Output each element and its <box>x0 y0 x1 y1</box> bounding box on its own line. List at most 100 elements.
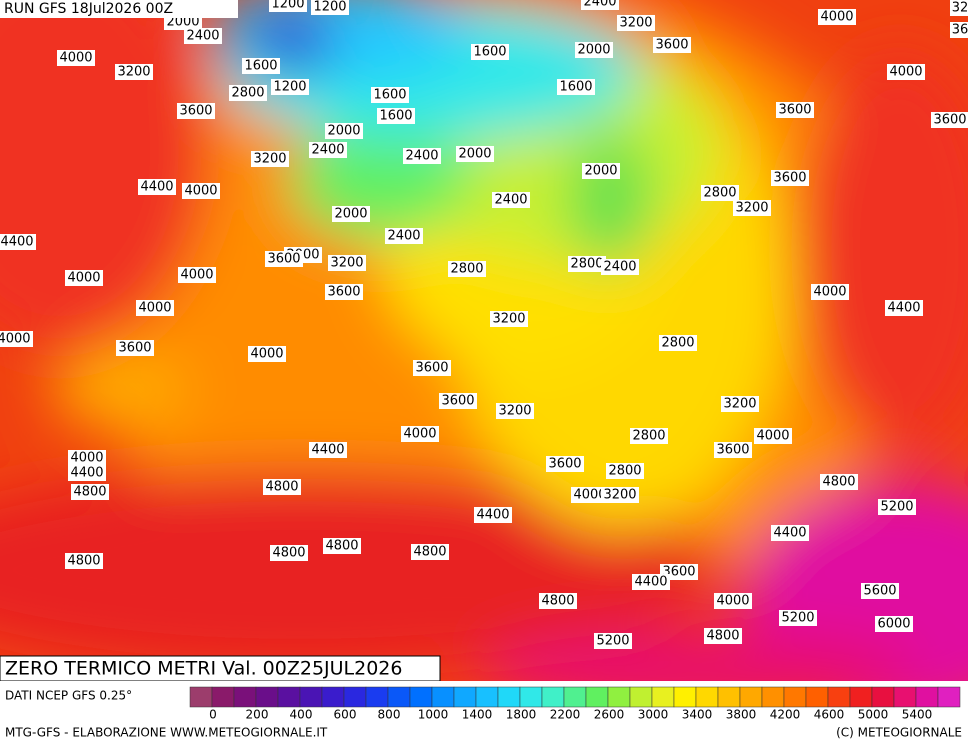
contour-label-box <box>546 456 584 472</box>
contour-label: 2400 <box>494 193 527 208</box>
contour-label: 4000 <box>180 268 213 283</box>
contour-label: 3200 <box>735 201 768 216</box>
colorbar-swatch <box>937 686 961 708</box>
contour-label: 4400 <box>887 301 920 316</box>
contour-label-box <box>309 442 347 458</box>
colorbar-swatch <box>695 686 719 708</box>
colorbar-swatch <box>871 686 895 708</box>
colorbar-tick-label: 0 <box>209 708 217 722</box>
colorbar-tick-label: 3000 <box>638 708 669 722</box>
colorbar-swatch <box>541 686 565 708</box>
contour-label: 4000 <box>573 488 606 503</box>
contour-label-box <box>601 259 639 275</box>
contour-label: 3600 <box>118 341 151 356</box>
contour-label: 4400 <box>476 508 509 523</box>
contour-label-box <box>492 192 530 208</box>
contour-label: 3600 <box>933 113 966 128</box>
colorbar-tick-label: 4600 <box>814 708 845 722</box>
contour-label: 5200 <box>880 500 913 515</box>
contour-label: 2400 <box>583 0 616 10</box>
contour-label: 2000 <box>166 15 199 30</box>
contour-label: 3600 <box>441 394 474 409</box>
contour-label-box <box>68 465 106 481</box>
colorbar-swatch <box>761 686 785 708</box>
contour-label-box <box>733 200 771 216</box>
colorbar-swatch <box>321 686 345 708</box>
contour-label: 4000 <box>138 301 171 316</box>
colorbar-tick-label: 3800 <box>726 708 757 722</box>
colorbar-swatch <box>497 686 521 708</box>
colorbar-tick-label: 2600 <box>594 708 625 722</box>
contour-label: 4800 <box>265 480 298 495</box>
contour-label: 1600 <box>244 59 277 74</box>
colorbar-swatch <box>519 686 543 708</box>
contour-label: 4400 <box>773 526 806 541</box>
contour-label-box <box>875 616 913 632</box>
contour-label: 3600 <box>327 285 360 300</box>
contour-label: 3600 <box>267 252 300 267</box>
contour-label: 4000 <box>250 347 283 362</box>
contour-label-box <box>714 442 752 458</box>
contour-label-box <box>177 103 215 119</box>
contour-label-box <box>659 335 697 351</box>
colorbar-swatch <box>343 686 367 708</box>
contour-label: 3600 <box>773 171 806 186</box>
contour-label: 2400 <box>311 143 344 158</box>
contour-label: 4800 <box>413 545 446 560</box>
contour-label-box <box>630 428 668 444</box>
contour-label-box <box>178 267 216 283</box>
contour-label-box <box>471 44 509 60</box>
contour-label-box <box>539 593 577 609</box>
contour-label: 1200 <box>313 0 346 15</box>
contour-label-box <box>182 183 220 199</box>
contour-label-box <box>456 146 494 162</box>
contour-label: 2400 <box>603 260 636 275</box>
contour-label: 4000 <box>813 285 846 300</box>
contour-label: 2000 <box>334 207 367 222</box>
contour-label-box <box>950 22 968 38</box>
contour-label: 5600 <box>863 584 896 599</box>
map-title: ZERO TERMICO METRI Val. 00Z25JUL2026 <box>5 658 402 680</box>
contour-label-box <box>632 574 670 590</box>
contour-label: 4800 <box>272 546 305 561</box>
contour-label-box <box>65 553 103 569</box>
contour-label: 5200 <box>596 634 629 649</box>
contour-label-box <box>861 583 899 599</box>
contour-label: 3600 <box>548 457 581 472</box>
contour-label: 1200 <box>271 0 304 12</box>
colorbar-tick-label: 400 <box>290 708 313 722</box>
contour-label: 4400 <box>634 575 667 590</box>
contour-label: 4000 <box>756 429 789 444</box>
colorbar-tick-label: 3400 <box>682 708 713 722</box>
contour-label: 2800 <box>661 336 694 351</box>
colorbar-swatch <box>849 686 873 708</box>
colorbar-tick-label: 2200 <box>550 708 581 722</box>
contour-label: 4400 <box>0 235 33 250</box>
contour-label-box <box>385 228 423 244</box>
colorbar-swatch <box>431 686 455 708</box>
contour-label-box <box>57 50 95 66</box>
contour-label-box <box>325 123 363 139</box>
contour-label-box <box>68 450 106 466</box>
contour-label: 2000 <box>458 147 491 162</box>
contour-label: 3600 <box>716 443 749 458</box>
contour-label-box <box>557 79 595 95</box>
contour-label-box <box>931 112 968 128</box>
contour-label-box <box>701 185 739 201</box>
colorbar-swatch <box>409 686 433 708</box>
contour-label-box <box>269 0 307 12</box>
contour-label: 2000 <box>584 164 617 179</box>
contour-label-box <box>754 428 792 444</box>
contour-label-box <box>594 633 632 649</box>
contour-label-box <box>704 628 742 644</box>
contour-label: 4800 <box>541 594 574 609</box>
colorbar-tick-label: 5000 <box>858 708 889 722</box>
contour-label: 4000 <box>716 594 749 609</box>
contour-label-box <box>568 256 606 272</box>
contour-label-box <box>885 300 923 316</box>
contour-label: 6000 <box>877 617 910 632</box>
colorbar-swatch <box>915 686 939 708</box>
colorbar-swatch <box>607 686 631 708</box>
contour-label-box <box>601 487 639 503</box>
contour-label: 3600 <box>655 38 688 53</box>
